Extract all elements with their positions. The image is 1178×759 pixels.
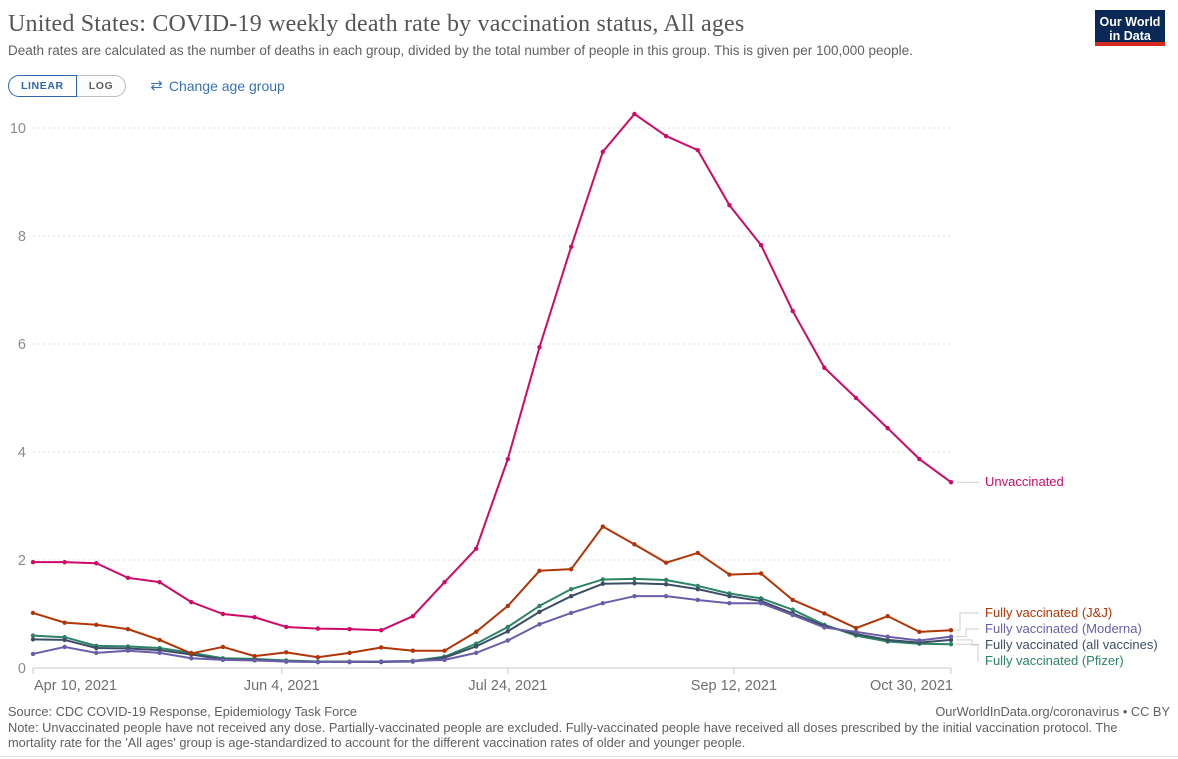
logo-red-bar — [1095, 42, 1165, 46]
y-axis-tick-label: 8 — [18, 229, 26, 245]
owid-logo-text-line1: Our World — [1099, 15, 1161, 29]
owid-attribution: OurWorldInData.org/coronavirus • CC BY — [935, 704, 1170, 719]
series-line-all-vaccines — [30, 581, 954, 665]
scale-and-entity-controls: LINEAR LOG ⇄ Change age group — [8, 75, 285, 97]
x-axis: Apr 10, 2021 Jun 4, 2021 Jul 24, 2021 Sep 1… — [32, 668, 953, 694]
note-line: Note: Unvaccinated people have not recei… — [8, 720, 1118, 751]
owid-logo[interactable]: Our World in Data — [1095, 10, 1165, 46]
x-axis-tick-label: Apr 10, 2021 — [34, 678, 117, 694]
x-axis-tick-label: Jul 24, 2021 — [468, 678, 547, 694]
y-axis-tick-label: 4 — [18, 445, 26, 461]
series-line-moderna — [30, 593, 954, 665]
owid-logo-text-line2: in Data — [1109, 29, 1151, 43]
legend-label-pfizer[interactable]: Fully vaccinated (Pfizer) — [985, 653, 1124, 668]
change-age-group-label: Change age group — [168, 78, 285, 94]
gridlines-and-y-axis: 0 2 4 6 8 10 — [10, 121, 951, 677]
chart-subtitle: Death rates are calculated as the number… — [8, 43, 913, 58]
series-line-unvaccinated — [30, 111, 954, 633]
x-axis-tick-label: Sep 12, 2021 — [691, 678, 777, 694]
legend-label-jnj[interactable]: Fully vaccinated (J&J) — [985, 605, 1113, 620]
x-axis-tick-label: Jun 4, 2021 — [244, 678, 320, 694]
y-axis-tick-label: 2 — [18, 553, 26, 569]
bottom-divider — [0, 756, 1178, 757]
chart-title: United States: COVID-19 weekly death rat… — [8, 11, 745, 37]
x-axis-tick-label: Oct 30, 2021 — [870, 678, 953, 694]
log-scale-button[interactable]: LOG — [76, 75, 127, 97]
linear-scale-button[interactable]: LINEAR — [8, 75, 77, 97]
source-line: Source: CDC COVID-19 Response, Epidemiol… — [8, 704, 357, 719]
change-age-group-link[interactable]: ⇄ Change age group — [150, 78, 285, 94]
y-axis-tick-label: 10 — [10, 121, 26, 137]
chart-footer: Source: CDC COVID-19 Response, Epidemiol… — [8, 704, 1170, 750]
y-axis-tick-label: 0 — [18, 661, 26, 677]
legend-label-moderna[interactable]: Fully vaccinated (Moderna) — [985, 621, 1142, 636]
swap-arrows-icon: ⇄ — [150, 77, 163, 94]
y-axis-tick-label: 6 — [18, 337, 26, 353]
legend-label-all-vaccines[interactable]: Fully vaccinated (all vaccines) — [985, 637, 1158, 652]
legend-connectors — [956, 481, 979, 662]
series-line-jnj — [30, 524, 954, 660]
legend-label-unvaccinated[interactable]: Unvaccinated — [985, 474, 1064, 489]
